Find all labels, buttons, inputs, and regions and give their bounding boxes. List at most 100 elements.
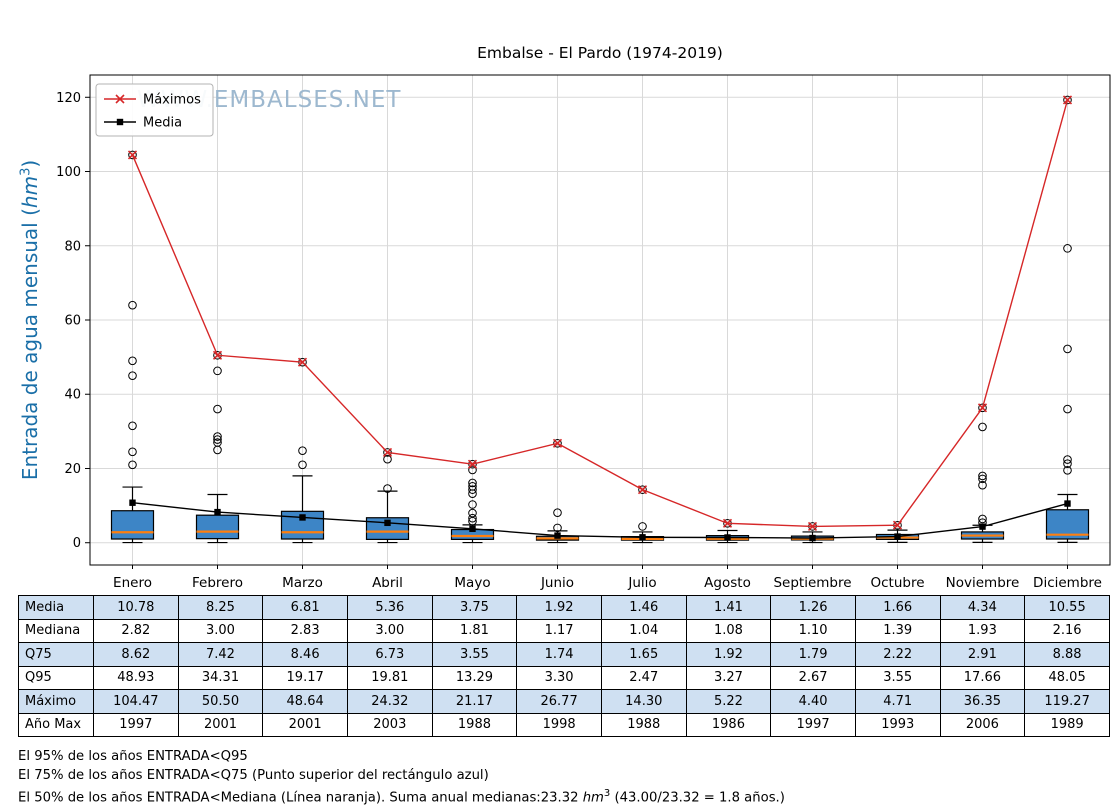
table-cell: 1.81 — [431, 618, 518, 643]
chart-grid — [90, 75, 1110, 565]
legend-label: Media — [143, 116, 182, 131]
legend-media-marker — [116, 118, 124, 126]
media-marker — [214, 508, 221, 516]
media-marker — [554, 532, 561, 539]
footer-note-q75: El 75% de los años ENTRADA<Q75 (Punto su… — [18, 767, 489, 783]
x-axis-month-label: Abril — [372, 575, 403, 591]
table-row: Mediana 2.82 3.00 2.83 3.00 1.81 1.17 1.04 1.08 1… — [18, 618, 1110, 643]
row-label: Año Max — [18, 712, 94, 737]
table-cell: 1.08 — [685, 618, 772, 643]
table-cell: 2.47 — [600, 665, 687, 690]
table-cell: 1.92 — [685, 642, 772, 667]
outlier-point — [213, 366, 222, 376]
maximos-marker — [722, 518, 733, 528]
table-cell: 3.30 — [516, 665, 602, 690]
table-cell: 104.47 — [93, 689, 179, 714]
row-label: Q95 — [18, 665, 94, 690]
table-cell: 8.46 — [262, 642, 348, 667]
table-cell: 24.32 — [346, 689, 433, 714]
table-row: Máximo 104.47 50.50 48.64 24.32 21.17 26.77 14.… — [18, 689, 1110, 714]
maximos-marker — [892, 520, 903, 530]
table-cell: 2001 — [177, 712, 264, 737]
outlier-point — [383, 454, 392, 464]
outlier-point — [978, 422, 987, 432]
x-axis-month-label: Noviembre — [946, 575, 1020, 591]
table-cell: 2.67 — [770, 665, 856, 690]
table-row: Media 10.78 8.25 6.81 5.36 3.75 1.92 1.46 1.41 1.… — [18, 595, 1110, 620]
y-axis-tick-label: 100 — [56, 165, 81, 180]
x-axis-month-label: Mayo — [454, 575, 490, 591]
media-marker — [894, 533, 901, 540]
outlier-point — [978, 474, 987, 484]
outlier-point — [978, 514, 987, 524]
x-axis-month-label: Marzo — [282, 575, 323, 591]
table-cell: 1.79 — [770, 642, 856, 667]
table-cell: 1993 — [854, 712, 941, 737]
table-cell: 3.27 — [685, 665, 772, 690]
outlier-point — [128, 356, 137, 366]
row-label: Mediana — [18, 618, 94, 643]
maximos-marker — [977, 403, 988, 413]
table-cell: 1997 — [770, 712, 856, 737]
table-cell: 6.81 — [262, 595, 348, 620]
boxplot-diciembre — [1045, 95, 1090, 543]
maximos-marker — [382, 447, 393, 458]
box-q25-q75 — [110, 510, 155, 540]
table-row: Q75 8.62 7.42 8.46 6.73 3.55 1.74 1.65 1.92 1.79 2… — [18, 642, 1110, 667]
table-cell: 2.83 — [262, 618, 348, 643]
media-marker — [809, 534, 816, 542]
media-line — [129, 499, 1071, 542]
table-cell: 4.34 — [939, 595, 1026, 620]
table-cell: 2.91 — [939, 642, 1026, 667]
table-cell: 3.75 — [431, 595, 518, 620]
outlier-point — [298, 446, 307, 455]
outlier-point — [1063, 344, 1072, 354]
media-marker — [469, 525, 476, 533]
outlier-point — [213, 435, 222, 444]
table-cell: 7.42 — [177, 642, 264, 667]
outlier-point — [1063, 455, 1072, 464]
maximos-marker — [297, 357, 308, 367]
boxplot-mayo — [450, 459, 495, 544]
table-cell: 2.82 — [93, 618, 179, 643]
table-cell: 2001 — [262, 712, 348, 737]
outlier-point — [638, 485, 647, 494]
table-cell: 6.73 — [346, 642, 433, 667]
table-cell: 48.05 — [1024, 665, 1110, 690]
footer-note-mediana-tail: (43.00/23.32 = 1.8 años.) — [610, 790, 785, 806]
footer-unit-exponent: 3 — [603, 788, 611, 799]
media-marker — [979, 523, 986, 530]
table-cell: 21.17 — [431, 689, 518, 714]
row-label: Máximo — [18, 689, 94, 714]
row-label: Media — [18, 595, 94, 620]
footer-note-mediana-text: El 50% de los años ENTRADA<Mediana (Líne… — [18, 790, 583, 806]
footer-note-q95: El 95% de los años ENTRADA<Q95 — [18, 749, 248, 764]
maximos-marker — [1062, 95, 1073, 105]
table-cell: 1.65 — [600, 642, 687, 667]
outlier-point — [128, 150, 137, 160]
table-cell: 2.16 — [1024, 618, 1110, 643]
x-axis-month-label: Enero — [113, 575, 152, 591]
table-cell: 8.25 — [177, 595, 264, 620]
table-cell: 36.35 — [939, 689, 1026, 714]
outlier-point — [978, 403, 987, 413]
outlier-point — [128, 460, 137, 470]
table-cell: 1.74 — [516, 642, 602, 667]
table-cell: 10.78 — [93, 595, 179, 620]
legend-maximos-marker — [115, 94, 125, 104]
table-row: Año Max 1997 2001 2001 2003 1988 1998 1988 1986 1… — [18, 712, 1110, 737]
table-cell: 17.66 — [939, 665, 1026, 690]
statistics-table: Media 10.78 8.25 6.81 5.36 3.75 1.92 1.46 1.41 1.… — [18, 595, 1110, 737]
chart-title: Embalse - El Pardo (1974-2019) — [477, 44, 723, 62]
table-cell: 50.50 — [177, 689, 264, 714]
table-cell: 1.26 — [770, 595, 856, 620]
table-cell: 1.46 — [600, 595, 687, 620]
outlier-point — [553, 523, 562, 533]
x-axis-month-label: Junio — [540, 575, 574, 591]
outlier-point — [213, 404, 222, 414]
table-cell: 1.41 — [685, 595, 772, 620]
table-cell: 19.17 — [262, 665, 348, 690]
table-row: Q95 48.93 34.31 19.17 19.81 13.29 3.30 2.47 3.27… — [18, 665, 1110, 690]
outlier-point — [468, 508, 477, 518]
